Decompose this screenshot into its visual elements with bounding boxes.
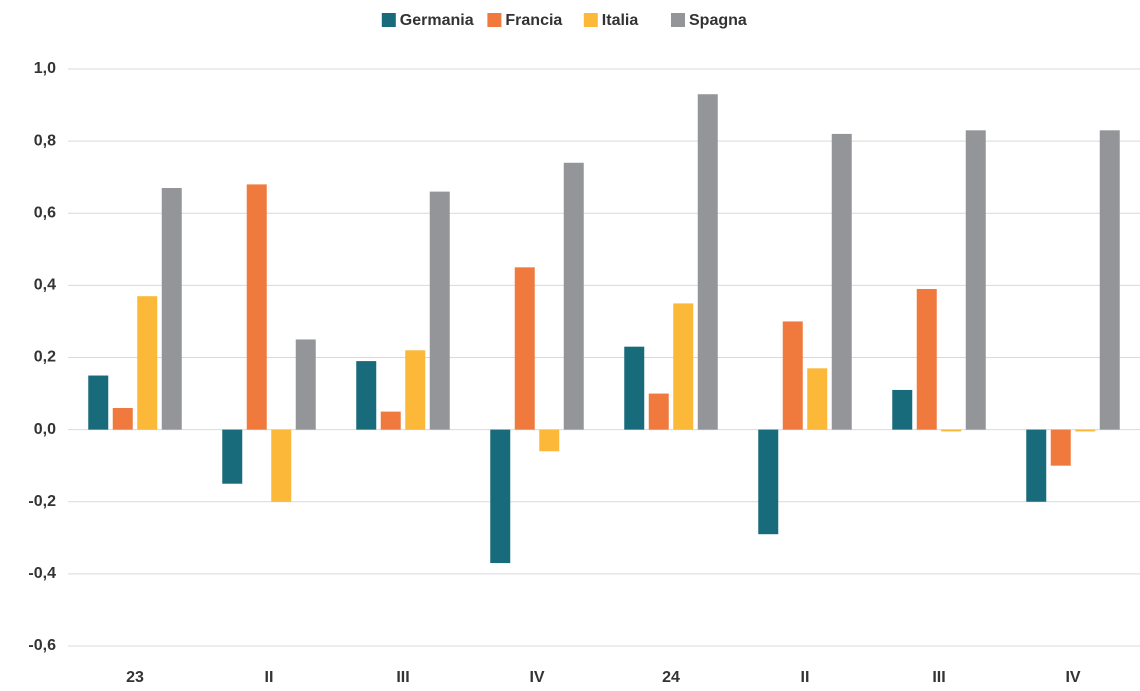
y-tick-label: -0,6 <box>28 637 56 654</box>
bar <box>758 429 779 535</box>
bar <box>539 429 560 452</box>
legend-label: Italia <box>602 12 639 29</box>
bar <box>1026 429 1047 502</box>
legend-swatch <box>487 13 502 27</box>
y-tick-label: 1,0 <box>34 60 56 77</box>
bar <box>112 407 133 430</box>
bar <box>295 339 316 430</box>
bar <box>380 411 401 430</box>
x-tick-label: II <box>265 669 274 686</box>
legend-swatch <box>583 13 598 27</box>
bar <box>271 429 292 502</box>
bar <box>563 162 584 430</box>
legend-label: Spagna <box>689 12 747 29</box>
y-tick-label: -0,2 <box>28 493 56 510</box>
y-tick-label: 0,4 <box>34 277 56 294</box>
x-tick-label: IV <box>1065 669 1080 686</box>
y-tick-label: -0,4 <box>28 565 56 582</box>
y-tick-label: 0,8 <box>34 132 56 149</box>
legend-swatch <box>671 13 685 27</box>
bar <box>807 368 828 430</box>
y-tick-label: 0,6 <box>34 204 56 221</box>
x-tick-label: IV <box>529 669 544 686</box>
x-tick-label: II <box>801 669 810 686</box>
legend-swatch <box>381 13 396 27</box>
bar <box>405 350 426 430</box>
bar <box>1075 429 1096 432</box>
bar <box>916 288 937 430</box>
bar <box>624 346 645 430</box>
bar <box>1099 130 1120 430</box>
x-tick-label: 24 <box>662 669 680 686</box>
legend-label: Germania <box>400 12 474 29</box>
bar <box>648 393 669 430</box>
bar <box>782 321 803 430</box>
x-tick-label: III <box>396 669 409 686</box>
bar <box>514 267 535 430</box>
bar <box>246 184 267 430</box>
x-tick-label: 23 <box>126 669 144 686</box>
bar <box>965 130 986 430</box>
bar <box>88 375 109 430</box>
bar <box>697 94 718 430</box>
bar <box>137 296 158 430</box>
bar <box>673 303 694 430</box>
bar <box>222 429 243 484</box>
legend-label: Francia <box>505 12 562 29</box>
y-tick-label: 0,0 <box>34 421 56 438</box>
y-tick-label: 0,2 <box>34 349 56 366</box>
bar <box>892 389 913 430</box>
bar <box>941 429 962 432</box>
bar <box>490 429 511 564</box>
bar <box>161 188 182 430</box>
bar <box>356 361 377 430</box>
x-tick-label: III <box>932 669 945 686</box>
bar <box>831 133 852 430</box>
bar <box>429 191 450 430</box>
bar <box>1050 429 1071 466</box>
